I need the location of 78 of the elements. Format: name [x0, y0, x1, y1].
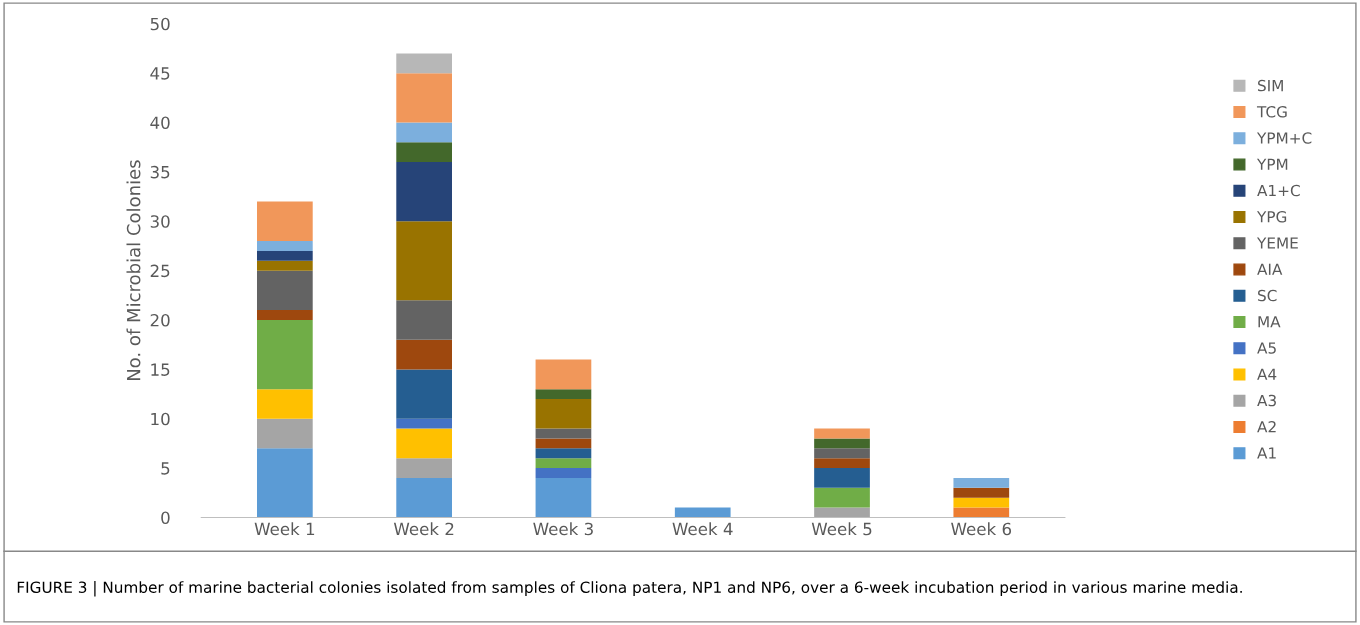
- y-tick-label: 15: [151, 363, 170, 376]
- legend-label: YEME: [1256, 237, 1298, 249]
- y-tick-label: 30: [150, 215, 170, 228]
- bar: [257, 241, 313, 251]
- bar: [953, 497, 1010, 508]
- bar: [257, 418, 313, 449]
- bar: [535, 389, 592, 399]
- x-tick-label: Week 4: [672, 522, 733, 536]
- bar: [257, 389, 313, 419]
- legend-label: A3: [1257, 394, 1276, 407]
- bar: [396, 53, 452, 74]
- bar: [257, 201, 313, 241]
- bar: [814, 458, 870, 469]
- bar: [674, 507, 731, 518]
- bar: [396, 122, 452, 143]
- bar: [257, 448, 313, 518]
- bar: [396, 369, 452, 419]
- bar: [396, 221, 452, 301]
- y-tick-label: 40: [150, 116, 170, 130]
- y-tick-label: 0: [161, 511, 170, 525]
- bar: [257, 260, 313, 271]
- x-tick-label: Week 1: [254, 522, 315, 536]
- legend-label: A2: [1257, 420, 1276, 433]
- bar: [814, 468, 870, 488]
- legend-label: SIM: [1258, 79, 1283, 92]
- legend-label: AIA: [1257, 263, 1283, 275]
- legend-label: YPM: [1256, 158, 1288, 170]
- y-tick-label: 45: [150, 67, 170, 80]
- bar: [396, 478, 452, 518]
- bar: [396, 339, 452, 370]
- legend-label: YPM+C: [1256, 132, 1312, 144]
- bar: [257, 310, 313, 320]
- legend-label: A4: [1257, 368, 1277, 380]
- bar: [396, 428, 452, 459]
- y-tick-label: 35: [150, 165, 170, 179]
- legend-label: TCG: [1256, 106, 1287, 118]
- y-tick-label: 10: [151, 412, 170, 426]
- y-tick-label: 20: [150, 313, 170, 327]
- x-tick-label: Week 6: [951, 522, 1012, 536]
- bar: [396, 73, 452, 123]
- bar: [535, 448, 592, 459]
- bar: [396, 418, 452, 429]
- bar: [535, 399, 592, 429]
- bar: [535, 359, 592, 390]
- bar: [535, 428, 592, 439]
- bar: [814, 438, 870, 449]
- bar: [396, 300, 452, 340]
- bar: [535, 478, 592, 518]
- bar: [535, 438, 592, 449]
- bar: [396, 142, 452, 162]
- bar: [257, 320, 313, 390]
- x-tick-label: Week 2: [393, 522, 454, 536]
- bar: [396, 458, 452, 478]
- y-axis-title: No. of Microbial Colonies: [126, 160, 141, 381]
- bar: [814, 487, 870, 508]
- y-tick-label: 25: [150, 264, 170, 278]
- legend-label: A1+C: [1257, 184, 1300, 197]
- y-tick-label: 50: [150, 17, 170, 31]
- bar: [257, 270, 313, 311]
- bar: [814, 507, 870, 518]
- legend-label: A5: [1257, 342, 1276, 354]
- bar: [953, 478, 1010, 488]
- caption: FIGURE 3 | Number of marine bacterial colonies isolated from samples of Cliona patera, NP1 and NP6, over a 6-week incubation period in various marine media.: [17, 581, 1242, 597]
- bar: [953, 507, 1010, 518]
- legend-label: SC: [1258, 289, 1277, 302]
- bar: [535, 468, 592, 478]
- y-tick-label: 5: [161, 462, 170, 475]
- legend-label: MA: [1258, 316, 1281, 328]
- x-tick-label: Week 3: [533, 522, 593, 536]
- bar: [814, 448, 870, 459]
- bar: [953, 487, 1010, 498]
- bar: [257, 250, 313, 261]
- bar: [814, 428, 870, 439]
- bar: [535, 458, 592, 469]
- bar: [396, 162, 452, 222]
- x-tick-label: Week 5: [811, 522, 872, 536]
- legend-label: YPG: [1256, 211, 1287, 223]
- legend-label: A1: [1257, 447, 1276, 459]
